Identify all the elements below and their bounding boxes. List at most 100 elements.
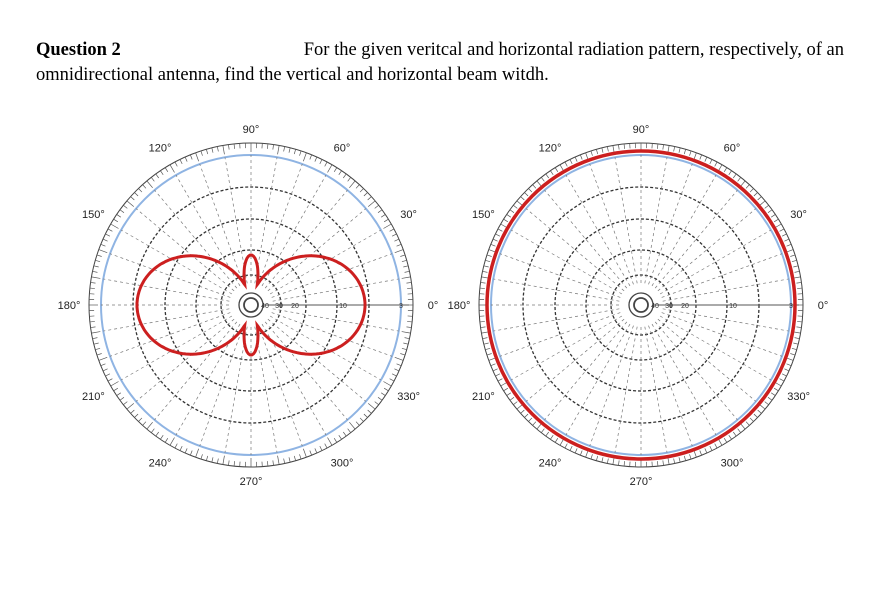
ring-value-label: 10 [729, 303, 737, 310]
degree-tick [569, 445, 573, 451]
degree-tick [574, 156, 578, 162]
degree-tick [683, 149, 686, 155]
degree-tick [400, 353, 406, 356]
degree-tick [189, 450, 193, 456]
degree-tick [92, 270, 98, 273]
degree-tick [91, 276, 101, 279]
degree-tick [324, 443, 328, 449]
degree-tick [618, 460, 620, 466]
degree-tick [714, 161, 718, 167]
degree-tick [100, 363, 106, 367]
grid-spoke [659, 229, 772, 295]
degree-tick [283, 458, 286, 464]
degree-tick [753, 413, 758, 418]
degree-tick [383, 381, 392, 387]
degree-tick [773, 387, 779, 392]
degree-tick [506, 214, 512, 218]
angle-label: 60° [724, 142, 741, 154]
question-line-1: Question 2 For the given veritcal and ho… [36, 38, 844, 63]
degree-tick [113, 387, 119, 392]
degree-tick [155, 431, 160, 437]
degree-tick [480, 282, 486, 284]
degree-tick [233, 461, 235, 467]
degree-tick [550, 434, 554, 440]
degree-tick [119, 396, 125, 401]
degree-tick [380, 214, 386, 218]
degree-tick [309, 450, 313, 456]
degree-tick [503, 218, 509, 223]
grid-spoke [565, 174, 631, 287]
degree-tick [383, 223, 392, 229]
degree-tick [93, 342, 99, 345]
ring-value-label: 40 [651, 303, 659, 310]
grid-spoke [264, 321, 348, 421]
degree-tick [169, 164, 175, 173]
center-logo-inner [243, 297, 259, 313]
degree-tick [406, 282, 412, 284]
degree-tick [355, 421, 360, 426]
degree-tick [483, 342, 489, 345]
degree-tick [596, 455, 599, 461]
degree-tick [401, 331, 411, 334]
degree-tick [401, 347, 407, 350]
degree-tick [513, 204, 518, 209]
degree-tick [784, 368, 790, 372]
degree-tick [401, 260, 407, 263]
angle-label: 300° [331, 458, 354, 470]
degree-tick [797, 287, 803, 289]
degree-tick [781, 373, 787, 377]
ring-value-label: 30 [275, 303, 283, 310]
degree-tick [349, 421, 356, 430]
degree-tick [299, 150, 302, 156]
grid-spoke [264, 189, 348, 289]
degree-tick [618, 144, 620, 150]
degree-tick [482, 270, 488, 273]
degree-tick [195, 152, 199, 162]
degree-tick [749, 417, 754, 422]
degree-tick [657, 461, 659, 467]
degree-tick [673, 458, 676, 464]
degree-tick [528, 188, 533, 193]
grid-spoke [267, 208, 367, 292]
degree-tick [486, 353, 492, 356]
degree-tick [359, 417, 364, 422]
degree-tick [704, 156, 708, 162]
degree-tick [540, 428, 545, 433]
degree-tick [503, 387, 509, 392]
degree-tick [601, 457, 604, 463]
degree-tick [786, 363, 792, 367]
degree-tick [492, 238, 498, 242]
degree-tick [574, 448, 578, 454]
degree-tick [737, 177, 742, 182]
degree-tick [123, 401, 128, 406]
degree-tick [396, 363, 402, 367]
degree-tick [513, 401, 518, 406]
degree-tick [93, 265, 99, 268]
angle-label: 150° [82, 209, 105, 221]
degree-tick [138, 417, 143, 422]
degree-tick [678, 147, 681, 153]
vertical-pattern: 40 30 20 10 3 0°30°60°90°120°150°180°210°240°… [58, 124, 439, 488]
degree-tick [134, 413, 139, 418]
angle-label: 270° [240, 476, 263, 488]
degree-tick [662, 144, 664, 150]
degree-tick [779, 228, 785, 232]
degree-tick [184, 156, 188, 162]
degree-tick [347, 428, 352, 433]
degree-tick [116, 214, 122, 218]
degree-tick [770, 392, 776, 396]
degree-tick [324, 161, 328, 167]
degree-tick [479, 287, 485, 289]
degree-tick [394, 368, 400, 372]
degree-tick [105, 233, 111, 237]
degree-tick [327, 437, 333, 446]
degree-tick [554, 437, 559, 443]
degree-tick [283, 146, 286, 152]
degree-tick [146, 421, 153, 430]
degree-tick [745, 184, 750, 189]
degree-tick [119, 209, 125, 214]
degree-tick [709, 445, 713, 451]
degree-tick [164, 167, 169, 173]
degree-tick [532, 421, 537, 426]
grid-spoke [103, 278, 230, 302]
